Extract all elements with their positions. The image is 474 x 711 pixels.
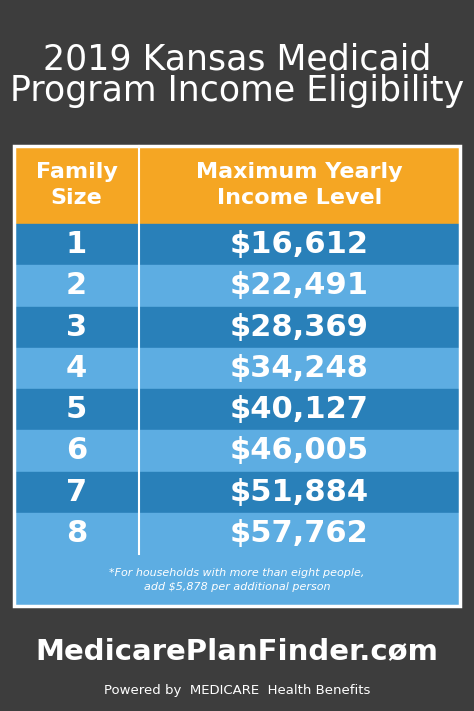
Text: 3: 3 <box>66 313 87 341</box>
Text: $57,762: $57,762 <box>230 519 369 548</box>
Text: 1: 1 <box>66 230 87 259</box>
Text: $46,005: $46,005 <box>230 437 369 466</box>
Bar <box>14 348 460 389</box>
Bar <box>14 389 460 430</box>
Bar <box>14 513 460 554</box>
Text: Program Income Eligibility: Program Income Eligibility <box>10 74 464 108</box>
Bar <box>0 616 474 711</box>
Text: 7: 7 <box>66 478 87 507</box>
Text: $34,248: $34,248 <box>230 354 369 383</box>
Text: Powered by  MEDICARE  Health Benefits: Powered by MEDICARE Health Benefits <box>104 683 370 697</box>
Text: MedicarePlanFinder.cøm: MedicarePlanFinder.cøm <box>36 637 438 665</box>
Bar <box>14 265 460 306</box>
Text: $40,127: $40,127 <box>230 395 369 424</box>
Text: Family
Size: Family Size <box>36 162 118 208</box>
Bar <box>14 224 460 265</box>
Text: 5: 5 <box>66 395 87 424</box>
Bar <box>14 146 460 606</box>
Bar <box>14 306 460 348</box>
Text: 2: 2 <box>66 272 87 300</box>
Text: 6: 6 <box>66 437 87 466</box>
Text: $22,491: $22,491 <box>230 272 369 300</box>
Text: $16,612: $16,612 <box>230 230 369 259</box>
Bar <box>14 554 460 606</box>
Bar <box>14 146 460 224</box>
Text: 8: 8 <box>66 519 87 548</box>
Bar <box>14 471 460 513</box>
Text: 4: 4 <box>66 354 87 383</box>
Text: Maximum Yearly
Income Level: Maximum Yearly Income Level <box>196 162 403 208</box>
Text: $28,369: $28,369 <box>230 313 369 341</box>
Text: 2019 Kansas Medicaid: 2019 Kansas Medicaid <box>43 42 431 76</box>
Text: *For households with more than eight people,
add $5,878 per additional person: *For households with more than eight peo… <box>109 568 365 592</box>
Bar <box>14 430 460 471</box>
Text: $51,884: $51,884 <box>230 478 369 507</box>
